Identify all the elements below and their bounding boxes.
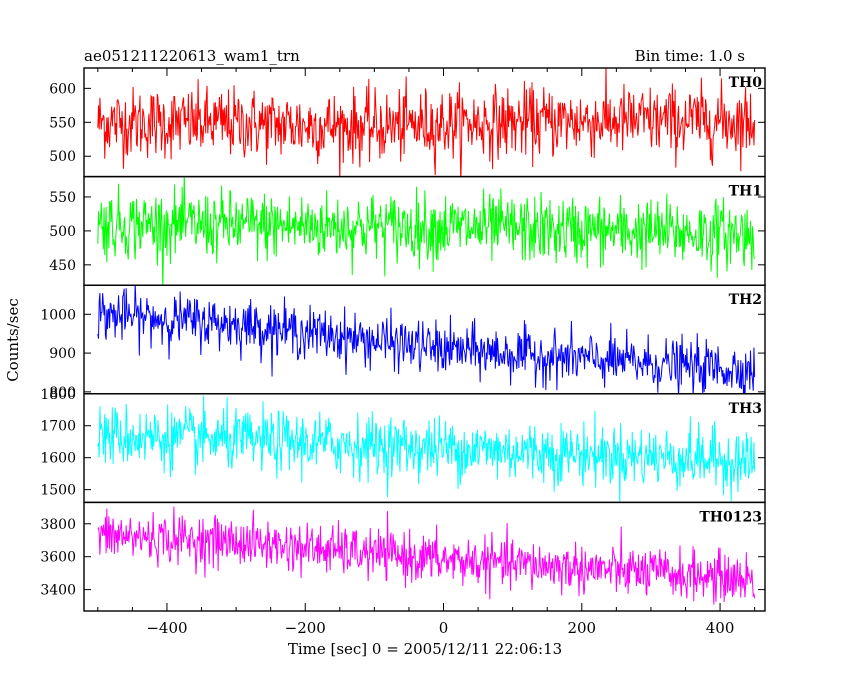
chart-title: ae051211220613_wam1_trn bbox=[84, 47, 300, 65]
y-tick-label: 550 bbox=[49, 115, 76, 131]
series-line-th3 bbox=[97, 395, 756, 503]
panel-label-th3: TH3 bbox=[729, 401, 762, 417]
y-tick-label: 500 bbox=[49, 224, 76, 240]
y-tick-label: 1500 bbox=[40, 483, 76, 499]
series-line-th2 bbox=[97, 285, 756, 394]
y-tick-label: 1600 bbox=[40, 451, 76, 467]
y-tick-label: 450 bbox=[49, 258, 76, 274]
panels: 500 550 600 TH0 450 500 550 TH1 800 900 1000 TH2 150… bbox=[40, 67, 766, 612]
x-tick-label: −400 bbox=[146, 619, 187, 637]
panel-frame bbox=[83, 501, 766, 612]
panel-th3: 1500 1600 1700 1800 TH3 bbox=[40, 387, 766, 504]
panel-th0123: 3400 3600 3800 TH0123 bbox=[40, 501, 766, 612]
panel-label-th0: TH0 bbox=[729, 75, 763, 91]
y-tick-label: 800 bbox=[49, 385, 76, 401]
series-line-th0 bbox=[97, 68, 756, 177]
series-line-th0123 bbox=[97, 506, 756, 605]
panel-th1: 450 500 550 TH1 bbox=[49, 175, 766, 286]
y-tick-label: 1800 bbox=[40, 387, 76, 403]
y-tick-label: 500 bbox=[49, 149, 76, 165]
y-tick-label: 600 bbox=[49, 81, 76, 97]
y-tick-label: 900 bbox=[49, 346, 76, 362]
panel-label-th0123: TH0123 bbox=[699, 509, 762, 525]
y-tick-label: 550 bbox=[49, 190, 76, 206]
y-axis-label: Counts/sec bbox=[4, 298, 22, 382]
y-tick-label: 1000 bbox=[40, 307, 76, 323]
panel-th0: 500 550 600 TH0 bbox=[49, 67, 766, 178]
y-tick-label: 1700 bbox=[40, 419, 76, 435]
panel-frame bbox=[83, 284, 766, 395]
y-tick-label: 3600 bbox=[40, 550, 76, 566]
y-tick-label: 3800 bbox=[40, 517, 76, 533]
x-tick-label: 200 bbox=[567, 619, 596, 637]
x-tick-label: 400 bbox=[706, 619, 735, 637]
x-axis-label: Time [sec] 0 = 2005/12/11 22:06:13 bbox=[288, 640, 562, 658]
panel-label-th2: TH2 bbox=[729, 292, 762, 308]
bin-time-label: Bin time: 1.0 s bbox=[635, 47, 745, 65]
panel-th2: 800 900 1000 TH2 bbox=[40, 284, 766, 401]
x-tick-label: 0 bbox=[439, 619, 449, 637]
panel-label-th1: TH1 bbox=[729, 184, 762, 200]
series-line-th1 bbox=[97, 176, 756, 286]
x-axis: −400 −200 0 200 400 bbox=[97, 68, 756, 637]
y-tick-label: 3400 bbox=[40, 583, 76, 599]
x-tick-label: −200 bbox=[285, 619, 326, 637]
